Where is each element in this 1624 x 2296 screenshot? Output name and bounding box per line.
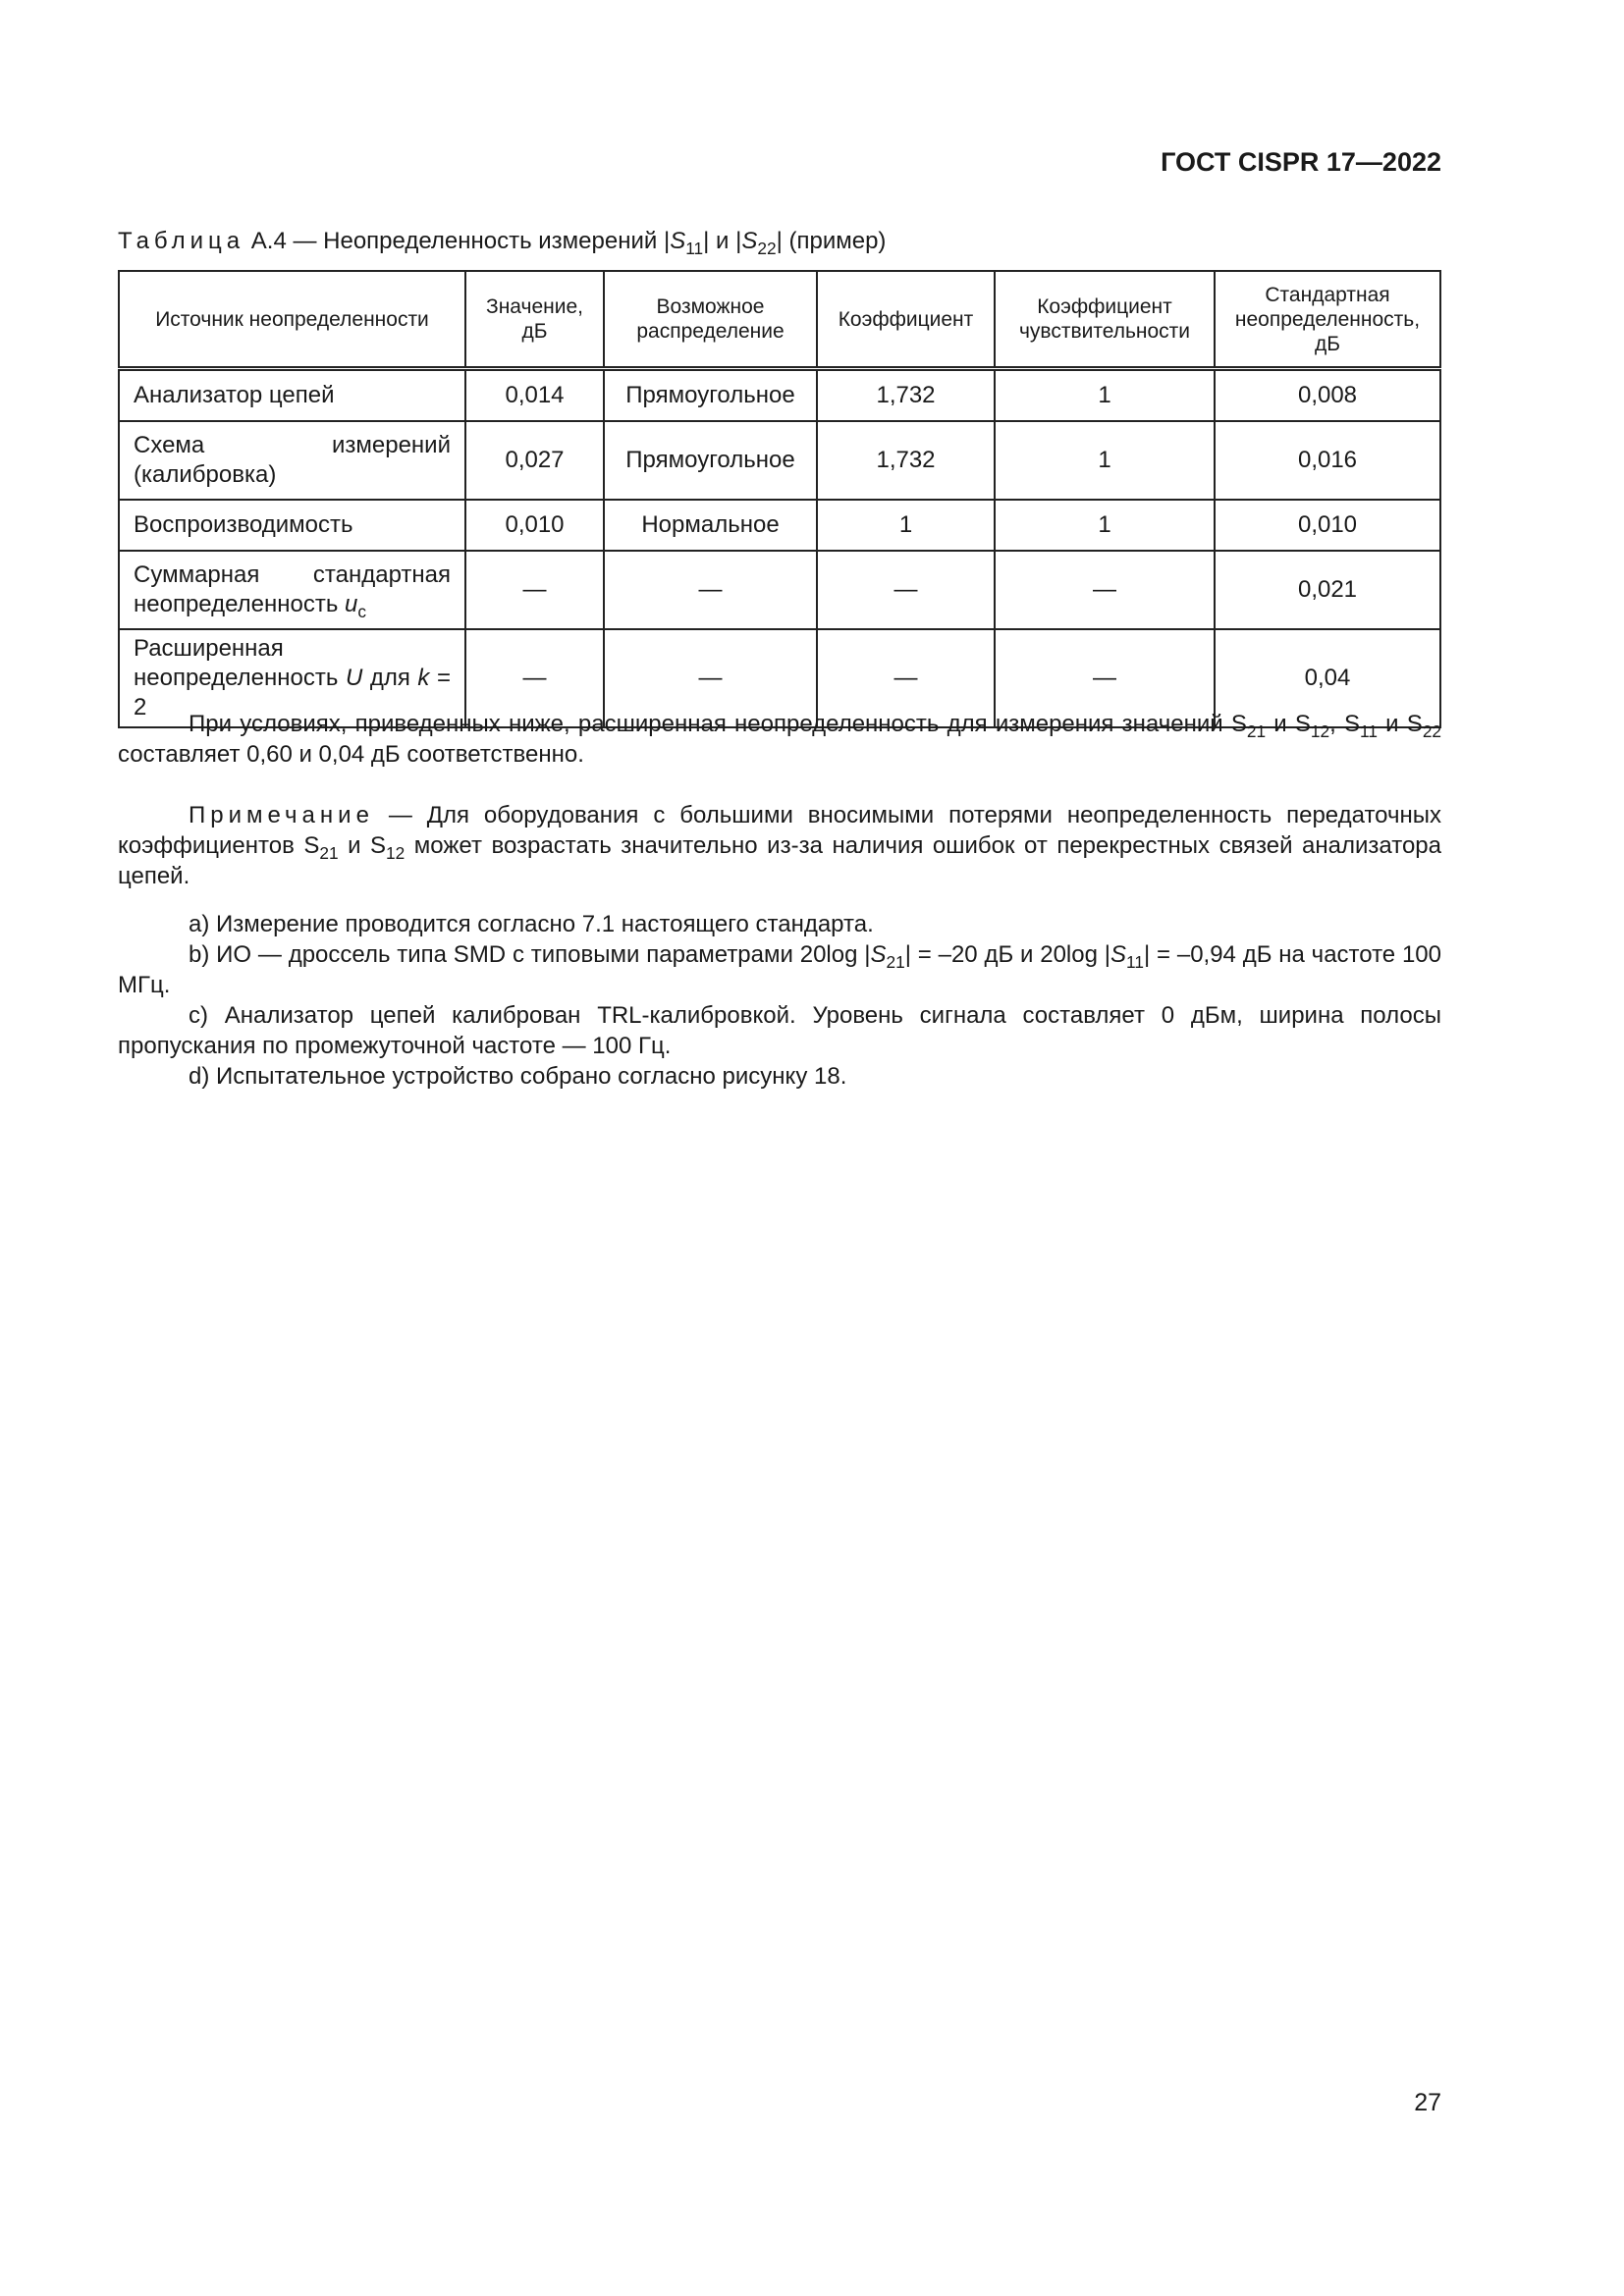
text-run: u [345, 591, 358, 617]
subscript: 21 [319, 843, 339, 864]
row-value: 0,027 [464, 420, 605, 501]
row-sensitivity: — [994, 550, 1216, 630]
text-run: a) Измерение проводится согласно 7.1 нас… [189, 911, 874, 937]
note: Примечание — Для оборудования с большими… [118, 800, 1441, 891]
text-run: S [670, 228, 686, 254]
text-run: | (пример) [776, 228, 887, 254]
table-caption: Таблица А.4 — Неопределенность измерений… [118, 228, 887, 257]
row-value: 0,014 [464, 367, 605, 422]
col-header-value: Значение, дБ [464, 270, 605, 371]
row-source: Схема измерений (калибровка) [118, 420, 466, 501]
table-header-row: Источник неопределенности Значение, дБ В… [118, 270, 1441, 371]
row-sensitivity: 1 [994, 367, 1216, 422]
subscript: 22 [757, 239, 777, 259]
subscript: 21 [886, 952, 905, 973]
table-row: Суммарная стандартная неопределенность u… [118, 550, 1441, 630]
row-std-uncertainty: 0,04 [1214, 628, 1441, 728]
text-run: и S [338, 832, 387, 859]
row-value: 0,010 [464, 499, 605, 552]
col-header-source: Источник неопределенности [118, 270, 466, 371]
text-run: для [362, 665, 418, 691]
text-run: S [741, 228, 758, 254]
row-sensitivity: 1 [994, 420, 1216, 501]
text-run: S [870, 941, 887, 968]
text-run: может возрастать значительно из-за налич… [118, 832, 1442, 889]
text-run: При условиях, приведенных ниже, расширен… [189, 711, 1247, 737]
caption-label: Таблица [118, 228, 245, 254]
list-item-c: c) Анализатор цепей калиброван TRL-калиб… [118, 1000, 1441, 1061]
subscript: 11 [1360, 721, 1378, 742]
row-distribution: Прямоугольное [603, 367, 818, 422]
col-header-sensitivity: Коэффициент чувствительности [994, 270, 1216, 371]
row-std-uncertainty: 0,021 [1214, 550, 1441, 630]
text-run: , S [1329, 711, 1361, 737]
subscript: 11 [1126, 952, 1144, 973]
col-header-coefficient: Коэффициент [816, 270, 996, 371]
list-item-b: b) ИО — дроссель типа SMD с типовыми пар… [118, 939, 1441, 1000]
row-distribution: Прямоугольное [603, 420, 818, 501]
text-run: Воспроизводимость [134, 511, 353, 538]
table-row: Воспроизводимость 0,010 Нормальное 1 1 0,010 [118, 499, 1441, 552]
text-run: d) Испытательное устройство собрано согл… [189, 1063, 847, 1090]
row-distribution: — [603, 628, 818, 728]
row-source: Анализатор цепей [118, 367, 466, 422]
col-header-std-uncertainty: Стандартная неопределенность, дБ [1214, 270, 1441, 371]
text-run: = 2 [134, 665, 451, 721]
text-run: c) Анализатор цепей калиброван TRL-калиб… [118, 1002, 1441, 1059]
text-run: Схема измерений (калибровка) [134, 432, 451, 488]
text-run: k [417, 665, 430, 691]
text-run: U [345, 665, 363, 691]
caption-text: А.4 — Неопределенность измерений |S11| и… [244, 228, 887, 257]
row-coefficient: — [816, 628, 996, 728]
text-run: Анализатор цепей [134, 382, 335, 408]
row-value: — [464, 628, 605, 728]
row-std-uncertainty: 0,016 [1214, 420, 1441, 501]
row-std-uncertainty: 0,010 [1214, 499, 1441, 552]
row-source: Расширенная неопределенность U для k = 2 [118, 628, 466, 728]
subscript: 21 [1246, 721, 1267, 742]
row-source: Воспроизводимость [118, 499, 466, 552]
list-item-d: d) Испытательное устройство собрано согл… [118, 1061, 1441, 1092]
row-value: — [464, 550, 605, 630]
text-run: Расширенная неопределенность [134, 635, 346, 691]
text-run: и S [1266, 711, 1311, 737]
row-distribution: — [603, 550, 818, 630]
text-run: S [1110, 941, 1127, 968]
row-source: Суммарная стандартная неопределенность u… [118, 550, 466, 630]
text-run: | и | [703, 228, 742, 254]
text-run: и S [1377, 711, 1423, 737]
note-label: Примечание [189, 802, 374, 828]
text-run: — Для оборудования с большими вносимыми … [118, 802, 1441, 859]
uncertainty-table: Источник неопределенности Значение, дБ В… [118, 270, 1441, 728]
list-item-a: a) Измерение проводится согласно 7.1 нас… [118, 909, 1441, 939]
col-header-distribution: Возможное распределение [603, 270, 818, 371]
page-number: 27 [1414, 2089, 1441, 2116]
row-distribution: Нормальное [603, 499, 818, 552]
note-text: — Для оборудования с большими вносимыми … [118, 802, 1441, 889]
conditions-list: a) Измерение проводится согласно 7.1 нас… [118, 909, 1441, 1092]
row-coefficient: 1,732 [816, 367, 996, 422]
subscript: 11 [685, 239, 704, 259]
subscript: 12 [1310, 721, 1330, 742]
table-row: Схема измерений (калибровка) 0,027 Прямоуг… [118, 420, 1441, 501]
row-coefficient: — [816, 550, 996, 630]
text-run: | = –20 дБ и 20log | [904, 941, 1111, 968]
text-run: b) ИО — дроссель типа SMD с типовыми пар… [189, 941, 871, 968]
row-coefficient: 1 [816, 499, 996, 552]
row-coefficient: 1,732 [816, 420, 996, 501]
subscript: c [357, 602, 367, 622]
subscript: 22 [1422, 721, 1442, 742]
row-std-uncertainty: 0,008 [1214, 367, 1441, 422]
text-run: А.4 — Неопределенность измерений | [244, 228, 671, 254]
text-run: Суммарная стандартная неопределенность [134, 561, 451, 617]
text-run: составляет 0,60 и 0,04 дБ соответственно… [118, 741, 584, 768]
row-sensitivity: — [994, 628, 1216, 728]
table-row: Расширенная неопределенность U для k = 2… [118, 628, 1441, 728]
paragraph-expanded-uncertainty: При условиях, приведенных ниже, расширен… [118, 709, 1441, 770]
subscript: 12 [386, 843, 406, 864]
document-code: ГОСТ CISPR 17—2022 [1161, 147, 1441, 177]
table-row: Анализатор цепей 0,014 Прямоугольное 1,732 1… [118, 367, 1441, 422]
text-run: | = –0,94 дБ на частоте 100 МГц. [118, 941, 1442, 998]
row-sensitivity: 1 [994, 499, 1216, 552]
